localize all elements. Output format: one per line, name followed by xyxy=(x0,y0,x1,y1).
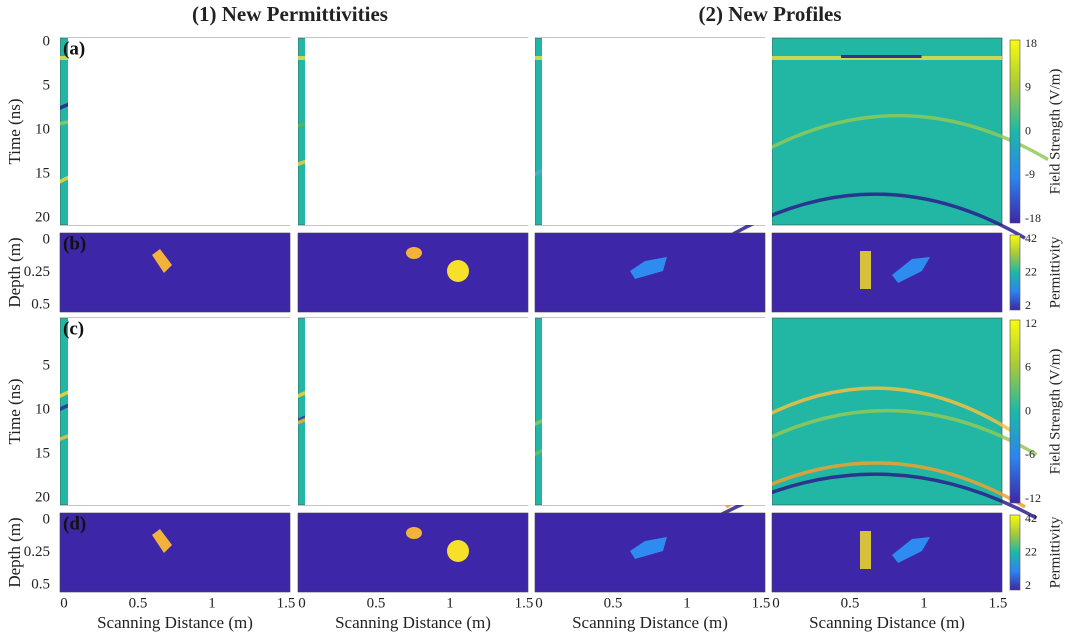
frame-mask-left xyxy=(68,38,298,225)
colorbar-tick-label: 6 xyxy=(1025,360,1031,374)
y-tick-label: 0.25 xyxy=(24,544,50,560)
anomaly xyxy=(447,260,469,282)
y-tick-label: 0 xyxy=(43,511,51,527)
y-tick-label: 15 xyxy=(35,445,50,461)
panel-image xyxy=(60,513,290,592)
colorbar-tick-label: 0 xyxy=(1025,403,1031,417)
x-axis-label: Scanning Distance (m) xyxy=(97,613,253,632)
frame-mask-left xyxy=(68,318,298,505)
panel-image xyxy=(298,513,528,592)
panel-image xyxy=(60,233,290,312)
colorbar-tick-label: 12 xyxy=(1025,316,1037,330)
x-tick-label: 1 xyxy=(683,595,691,611)
panel-label: (b) xyxy=(63,233,86,254)
colorbar xyxy=(1010,320,1020,503)
x-tick-label: 0.5 xyxy=(129,595,148,611)
anomaly xyxy=(447,540,469,562)
colorbar-tick-label: -12 xyxy=(1025,491,1041,505)
x-tick-label: 0.5 xyxy=(841,595,860,611)
panel-label: (d) xyxy=(63,513,86,534)
y-axis-label: Depth (m) xyxy=(5,237,24,307)
y-tick-label: 15 xyxy=(35,165,50,181)
panel-image xyxy=(772,513,1002,592)
y-tick-label: 20 xyxy=(35,209,50,225)
x-tick-label: 1.5 xyxy=(515,595,534,611)
colorbar-tick-label: -9 xyxy=(1025,167,1035,181)
x-tick-label: 0 xyxy=(535,595,543,611)
colorbar-tick-label: 22 xyxy=(1025,264,1037,278)
y-tick-label: 10 xyxy=(35,401,50,417)
y-tick-label: 10 xyxy=(35,121,50,137)
colorbar-tick-label: 2 xyxy=(1025,578,1031,592)
colorbar-tick-label: 18 xyxy=(1025,36,1037,50)
x-tick-label: 1.5 xyxy=(277,595,296,611)
colorbar-label: Permittivity xyxy=(1047,516,1063,588)
panel-image xyxy=(772,233,1002,312)
x-tick-label: 1 xyxy=(920,595,928,611)
figure: (1) New Permittivities (2) New Profiles … xyxy=(0,0,1068,638)
y-axis-label: Depth (m) xyxy=(5,517,24,587)
x-tick-label: 1.5 xyxy=(752,595,771,611)
y-tick-label: 0.5 xyxy=(31,576,50,592)
x-axis-label: Scanning Distance (m) xyxy=(809,613,965,632)
colorbar-tick-label: 22 xyxy=(1025,544,1037,558)
x-tick-label: 1 xyxy=(446,595,454,611)
colorbar xyxy=(1010,40,1020,223)
colorbar xyxy=(1010,515,1020,590)
column-title: (2) New Profiles xyxy=(698,2,841,26)
x-tick-label: 0 xyxy=(298,595,306,611)
frame-mask-left xyxy=(305,38,535,225)
y-tick-label: 5 xyxy=(43,77,51,93)
colorbar-tick-label: 0 xyxy=(1025,123,1031,137)
y-tick-label: 20 xyxy=(35,489,50,505)
x-tick-label: 0 xyxy=(772,595,780,611)
panel-image xyxy=(298,233,528,312)
colorbar-tick-label: 2 xyxy=(1025,298,1031,312)
colorbar xyxy=(1010,235,1020,310)
x-tick-label: 0.5 xyxy=(604,595,623,611)
anomaly xyxy=(406,247,422,259)
x-tick-label: 1 xyxy=(208,595,216,611)
anomaly xyxy=(860,531,871,569)
colorbar-label: Field Strength (V/m) xyxy=(1047,69,1063,195)
colorbar-label: Field Strength (V/m) xyxy=(1047,349,1063,475)
y-tick-label: 0 xyxy=(43,33,51,49)
colorbar-tick-label: 42 xyxy=(1025,511,1037,525)
direct-wave xyxy=(841,55,922,58)
x-tick-label: 0 xyxy=(60,595,68,611)
frame-mask-left xyxy=(305,318,535,505)
panel-label: (c) xyxy=(63,318,84,339)
y-axis-label: Time (ns) xyxy=(5,99,24,165)
y-tick-label: 0.25 xyxy=(24,264,50,280)
anomaly xyxy=(406,527,422,539)
x-tick-label: 0.5 xyxy=(367,595,386,611)
colorbar-tick-label: 9 xyxy=(1025,80,1031,94)
colorbar-tick-label: -6 xyxy=(1025,447,1035,461)
panel-label: (a) xyxy=(63,38,85,59)
anomaly xyxy=(860,251,871,289)
frame-mask-left xyxy=(542,318,772,505)
y-axis-label: Time (ns) xyxy=(5,379,24,445)
y-tick-label: 0 xyxy=(43,231,51,247)
column-title: (1) New Permittivities xyxy=(192,2,388,26)
y-tick-label: 0.5 xyxy=(31,296,50,312)
colorbar-label: Permittivity xyxy=(1047,236,1063,308)
frame-mask-left xyxy=(542,38,772,225)
y-tick-label: 5 xyxy=(43,357,51,373)
x-tick-label: 1.5 xyxy=(989,595,1008,611)
colorbar-tick-label: 42 xyxy=(1025,231,1037,245)
x-axis-label: Scanning Distance (m) xyxy=(572,613,728,632)
x-axis-label: Scanning Distance (m) xyxy=(335,613,491,632)
colorbar-tick-label: -18 xyxy=(1025,211,1041,225)
